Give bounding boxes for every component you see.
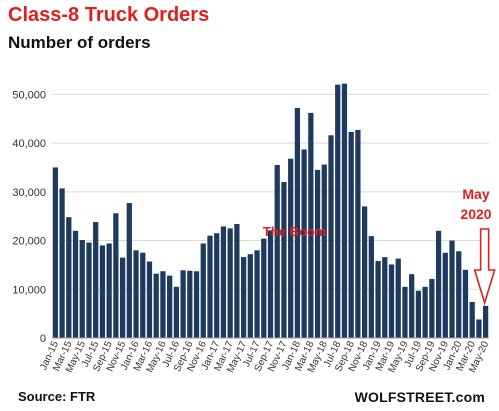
bar bbox=[126, 203, 132, 338]
bar bbox=[234, 223, 240, 338]
bar bbox=[72, 230, 79, 338]
bar bbox=[99, 245, 106, 338]
bar bbox=[173, 286, 179, 338]
bar bbox=[247, 254, 253, 338]
bar bbox=[267, 230, 274, 338]
down-arrow-icon bbox=[473, 228, 496, 306]
bar bbox=[314, 169, 321, 338]
bar bbox=[388, 264, 395, 338]
bar bbox=[106, 243, 112, 338]
bar bbox=[240, 257, 247, 338]
bar bbox=[435, 230, 442, 338]
annotation-2020: 2020 bbox=[460, 206, 491, 222]
bar bbox=[483, 305, 489, 338]
bar bbox=[167, 275, 173, 338]
bar bbox=[382, 257, 388, 338]
bar bbox=[476, 319, 482, 338]
bar bbox=[368, 236, 374, 338]
bar bbox=[415, 290, 422, 338]
bar bbox=[93, 222, 99, 338]
bar bbox=[261, 238, 267, 338]
bar bbox=[355, 129, 361, 338]
bar bbox=[140, 252, 146, 338]
brand-logo-text: WOLFSTREET.com bbox=[354, 389, 485, 405]
y-tick-label: 20,000 bbox=[12, 236, 46, 248]
bar bbox=[281, 182, 287, 338]
bar bbox=[294, 108, 301, 339]
bar bbox=[146, 261, 153, 338]
bar bbox=[328, 135, 334, 338]
y-tick-label: 30,000 bbox=[12, 187, 46, 199]
bar bbox=[207, 235, 213, 338]
bar bbox=[288, 158, 294, 338]
bar bbox=[214, 233, 220, 338]
bar bbox=[456, 251, 462, 338]
bar bbox=[133, 250, 139, 338]
bar bbox=[321, 164, 327, 338]
bar bbox=[469, 301, 475, 338]
y-tick-label: 50,000 bbox=[12, 89, 46, 101]
bar bbox=[227, 228, 233, 338]
annotation-may: May bbox=[462, 186, 489, 202]
bar bbox=[341, 83, 348, 338]
y-tick-label: 10,000 bbox=[12, 284, 46, 296]
bar bbox=[429, 279, 435, 338]
bar bbox=[422, 286, 428, 338]
bar bbox=[409, 274, 415, 338]
bar bbox=[449, 240, 455, 338]
bar bbox=[395, 258, 401, 338]
bar bbox=[86, 242, 92, 338]
bar bbox=[442, 252, 448, 338]
bar bbox=[113, 213, 119, 338]
x-axis-ticks: Jan-15Mar-15May-15Jul-15Sep-15Nov-15Jan-… bbox=[38, 339, 491, 374]
bar bbox=[402, 286, 408, 338]
y-axis-ticks: 0 10,000 20,000 30,000 40,000 50,000 bbox=[12, 89, 46, 345]
annotations: The Boom May 2020 bbox=[263, 186, 496, 306]
bar bbox=[335, 84, 341, 338]
chart-title: Class-8 Truck Orders bbox=[8, 4, 210, 26]
bar bbox=[348, 131, 354, 338]
bar bbox=[220, 226, 227, 338]
bar bbox=[375, 261, 381, 338]
bar bbox=[119, 257, 126, 338]
bar bbox=[66, 217, 72, 338]
y-tick-label: 40,000 bbox=[12, 138, 46, 150]
bar bbox=[79, 240, 85, 338]
bar bbox=[193, 271, 200, 338]
y-tick-label: 0 bbox=[40, 333, 46, 345]
bar bbox=[153, 273, 159, 338]
bar bbox=[160, 271, 166, 338]
bar bbox=[52, 167, 58, 338]
bar bbox=[308, 112, 314, 338]
source-note: Source: FTR bbox=[18, 389, 96, 404]
bar bbox=[362, 206, 368, 338]
bars bbox=[52, 83, 489, 339]
bar bbox=[59, 188, 65, 338]
annotation-the-boom: The Boom bbox=[263, 224, 327, 239]
bar bbox=[274, 165, 280, 338]
bar bbox=[200, 243, 206, 338]
bar bbox=[187, 270, 193, 338]
chart-subtitle: Number of orders bbox=[8, 33, 151, 52]
bar bbox=[301, 149, 307, 338]
bar bbox=[180, 270, 186, 338]
bar bbox=[254, 250, 260, 338]
bar bbox=[462, 269, 469, 338]
